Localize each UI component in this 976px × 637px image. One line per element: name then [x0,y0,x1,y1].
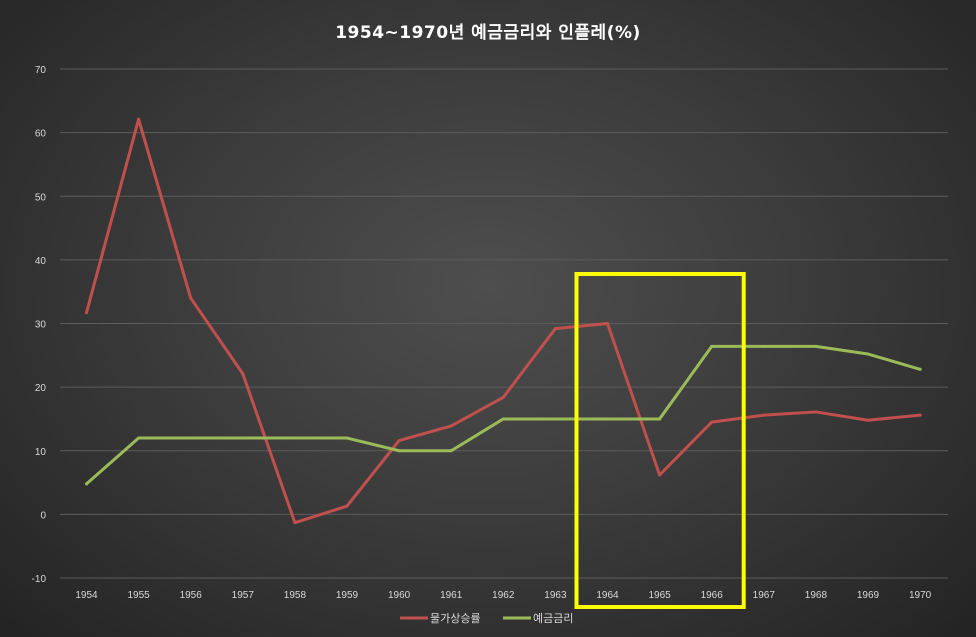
data-point [449,449,453,453]
data-point [397,439,401,443]
x-tick-label: 1955 [127,590,150,601]
y-tick-label: 0 [40,510,46,521]
legend-label: 예금금리 [533,612,573,625]
data-point [658,473,662,477]
series-layer [85,117,922,525]
highlight-box [574,272,746,609]
data-point [762,344,766,348]
data-point [241,436,245,440]
data-point [918,413,922,417]
x-tick-label: 1968 [805,590,828,601]
x-axis: 1954 1955 1956 1957 1958 1959 1960 1961 1962 1963… [75,590,931,601]
x-tick-label: 1970 [909,590,932,601]
annotation-layer [574,272,746,609]
x-tick-label: 1954 [75,590,98,601]
data-point [658,417,662,421]
data-point [501,395,505,399]
data-point [553,327,557,331]
data-point [293,521,297,525]
data-point [189,436,193,440]
legend: 물가상승률 예금금리 [400,612,573,625]
x-tick-label: 1963 [544,590,567,601]
x-tick-label: 1958 [284,590,307,601]
x-tick-label: 1967 [753,590,776,601]
x-tick-label: 1965 [648,590,671,601]
x-tick-label: 1962 [492,590,515,601]
y-tick-label: 20 [35,383,47,394]
data-point [501,417,505,421]
x-tick-label: 1959 [336,590,359,601]
x-tick-label: 1961 [440,590,463,601]
grid-layer [60,68,948,579]
data-point [866,352,870,356]
data-point [606,417,609,421]
y-tick-label: 10 [35,447,47,458]
data-point [553,417,557,421]
legend-label: 물가상승률 [430,612,481,625]
data-point [293,436,297,440]
y-tick-label: 40 [35,256,47,267]
data-point [918,367,922,371]
data-point [397,449,401,453]
x-tick-label: 1966 [701,590,724,601]
data-point [866,418,870,422]
data-point [606,322,609,325]
y-tick-label: -10 [32,574,47,585]
data-point [85,311,88,315]
data-point [137,436,141,440]
x-tick-label: 1957 [232,590,255,601]
data-point [345,504,349,508]
data-point [762,413,766,417]
data-point [710,344,714,348]
data-point [189,296,193,300]
x-tick-label: 1960 [388,590,411,601]
data-point [449,424,453,428]
series-line-2 [85,344,922,486]
y-axis: -10 0 10 20 30 40 50 60 70 [32,65,47,585]
chart-title: 1954~1970년 예금금리와 인플레(%) [335,23,641,43]
x-tick-label: 1956 [180,590,203,601]
data-point [814,410,818,414]
series-line-1 [85,117,922,525]
data-point [345,436,349,440]
y-tick-label: 30 [35,320,47,331]
y-tick-label: 60 [35,129,47,140]
y-tick-label: 50 [35,192,47,203]
x-tick-label: 1964 [596,590,619,601]
y-tick-label: 70 [35,65,47,76]
data-point [85,482,88,486]
data-point [241,372,245,376]
data-point [814,344,818,348]
data-point [137,117,141,121]
data-point [710,420,714,424]
x-tick-label: 1969 [857,590,880,601]
